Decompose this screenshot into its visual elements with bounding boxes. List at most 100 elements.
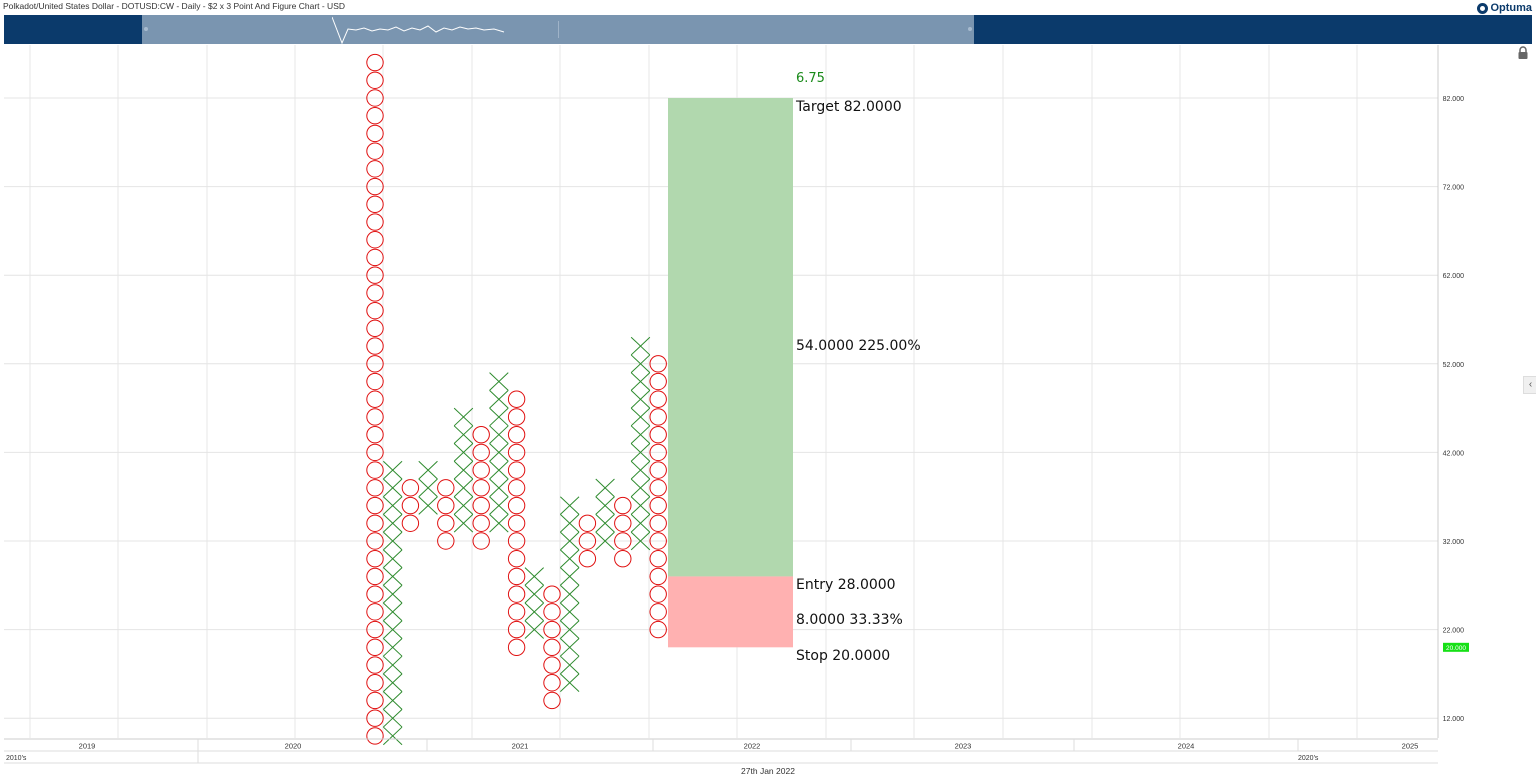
pf-o-box (578, 550, 597, 568)
pf-x-box (630, 496, 651, 515)
y-tick-label: 22.000 (1443, 628, 1465, 635)
year-label: 2023 (955, 742, 972, 751)
panel-collapse-chevron-icon[interactable]: ‹ (1523, 376, 1536, 394)
pf-o-box (366, 89, 384, 107)
decade-label: 2010's (6, 755, 27, 762)
pf-x-box (489, 460, 509, 480)
pf-x-box (630, 514, 651, 533)
pf-o-box (543, 620, 561, 639)
pf-x-box (630, 407, 651, 427)
navigator-window[interactable] (142, 15, 974, 44)
pf-x-box (560, 549, 580, 568)
pf-o-box (543, 638, 561, 657)
lock-icon[interactable] (1516, 46, 1530, 60)
pf-o-box (507, 425, 526, 444)
current-price-label: 20.000 (1446, 645, 1466, 652)
pf-x-box (383, 496, 403, 515)
pf-x-box (595, 514, 615, 533)
pf-o-box (507, 550, 526, 568)
pf-o-box (649, 585, 667, 603)
navigator-right-handle[interactable] (968, 27, 972, 31)
pf-o-box (507, 443, 526, 462)
pf-o-box (543, 656, 561, 674)
chart-title: Polkadot/United States Dollar - DOTUSD:C… (3, 1, 346, 11)
y-tick-label: 12.000 (1443, 716, 1465, 723)
y-tick-label: 32.000 (1443, 539, 1465, 546)
pf-o-box (507, 461, 526, 479)
pf-x-box (630, 390, 651, 409)
risk-zone (668, 576, 793, 648)
pf-o-box (649, 425, 667, 444)
pf-x-box (489, 496, 509, 515)
pf-x-box (453, 407, 474, 427)
pf-o-box (507, 567, 526, 586)
pf-o-box (507, 408, 526, 426)
pf-o-box (649, 514, 667, 532)
current-date-label: 27th Jan 2022 (741, 766, 795, 776)
pf-o-box (366, 443, 384, 462)
pf-o-box (366, 177, 384, 196)
reward-label: 54.0000 225.00% (796, 338, 921, 354)
pf-o-box (366, 142, 384, 160)
pf-o-box (366, 319, 384, 338)
navigator-preview-line (332, 16, 505, 44)
pf-o-box (366, 248, 384, 267)
pf-o-box (366, 355, 384, 373)
pf-x-box (630, 372, 651, 391)
pf-x-box (630, 460, 651, 480)
pf-x-box (595, 496, 615, 515)
pf-o-box (472, 461, 490, 479)
pf-x-box (595, 531, 615, 551)
pf-x-box (560, 531, 580, 551)
entry-label: Entry 28.0000 (796, 577, 896, 593)
pf-o-box (366, 638, 384, 657)
pf-x-box (453, 425, 474, 444)
pf-o-box (437, 479, 455, 497)
pf-o-box (366, 514, 384, 532)
pf-o-box (649, 461, 667, 479)
pf-o-box (366, 603, 384, 621)
pf-o-box (366, 160, 384, 178)
pf-o-box (649, 620, 667, 639)
pf-x-box (418, 478, 438, 498)
pf-x-box (560, 567, 580, 586)
pf-o-box (401, 514, 420, 532)
pf-o-box (507, 514, 526, 532)
y-tick-label: 72.000 (1443, 185, 1465, 192)
pf-o-box (366, 550, 384, 568)
pf-o-box (649, 496, 667, 515)
pf-x-box (489, 390, 509, 409)
pf-o-box (578, 532, 597, 550)
pf-o-box (366, 231, 384, 249)
pf-x-box (453, 514, 474, 533)
pf-o-box (472, 479, 490, 497)
pf-o-box (649, 355, 667, 373)
year-label: 2024 (1178, 742, 1195, 751)
navigator-bar[interactable] (4, 15, 1532, 44)
pf-x-box (453, 496, 474, 515)
pf-o-box (366, 195, 384, 214)
year-label: 2025 (1402, 742, 1419, 751)
navigator-left-handle[interactable] (144, 27, 148, 31)
pf-o-box (472, 514, 490, 532)
pf-o-box (366, 461, 384, 479)
pf-o-box (507, 532, 526, 550)
pf-x-box (489, 425, 509, 444)
pf-x-box (383, 478, 403, 498)
pf-x-box (560, 584, 580, 604)
pf-o-box (507, 479, 526, 497)
pf-x-box (383, 638, 403, 657)
pf-x-box (560, 620, 580, 639)
pf-o-box (366, 213, 384, 231)
pf-o-box (507, 496, 526, 515)
pf-x-box (453, 478, 474, 498)
pf-o-box (366, 496, 384, 515)
pf-x-box (383, 673, 403, 692)
pf-x-box (453, 443, 474, 462)
decade-label: 2020's (1298, 755, 1319, 762)
y-tick-label: 42.000 (1443, 450, 1465, 457)
navigator-center-tick (558, 21, 559, 38)
pf-o-box (366, 656, 384, 674)
pf-x-box (489, 407, 509, 427)
pf-o-box (366, 408, 384, 426)
